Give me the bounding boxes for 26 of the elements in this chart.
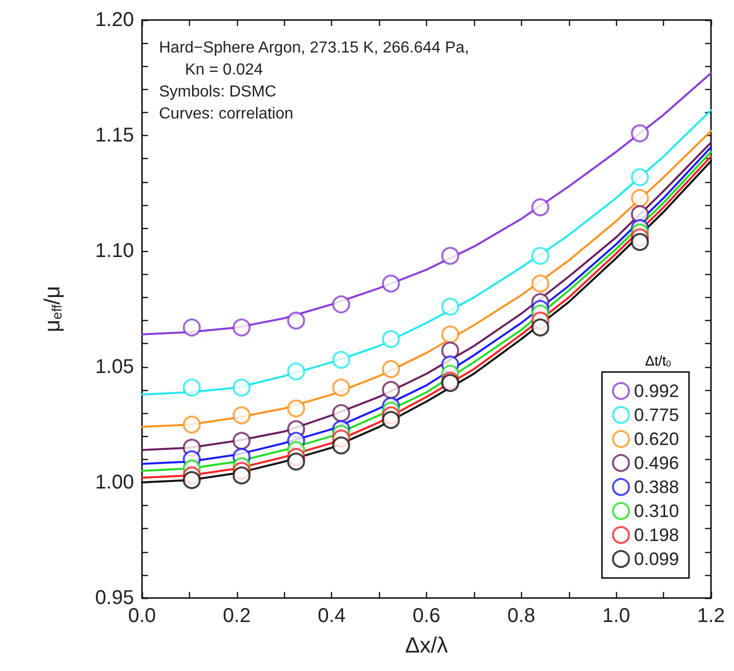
x-tick-label: 1.0 [602,605,630,627]
y-tick-label: 1.05 [95,356,134,378]
annotation: Curves: correlation [159,106,294,122]
legend-label: 0.198 [634,525,680,545]
y-tick-label: 1.10 [95,240,134,262]
legend-label: 0.388 [634,477,680,497]
x-tick-label: 1.2 [697,605,725,627]
legend-label: 0.992 [634,381,680,401]
legend-label: 0.775 [634,405,680,425]
legend-label: 0.099 [634,549,680,569]
y-tick-label: 1.20 [95,9,134,31]
x-axis-title: Δx/λ [405,632,448,658]
annotation: Hard−Sphere Argon, 273.15 K, 266.644 Pa, [159,40,470,56]
x-tick-label: 0.2 [222,605,251,627]
y-tick-label: 1.15 [95,124,134,147]
x-tick-label: 0.4 [318,605,346,627]
x-tick-label: 0.8 [507,605,536,627]
legend-label: 0.310 [634,501,680,521]
legend-label: 0.496 [634,453,680,473]
annotation: Kn = 0.024 [185,62,263,78]
y-tick-label: 1.00 [95,471,134,494]
annotation: Symbols: DSMC [159,84,276,100]
legend-label: 0.620 [634,429,680,449]
y-axis-title: μeff/μ [40,286,65,332]
legend-title: Δt/t0 [645,352,672,368]
x-tick-label: 0.6 [412,605,440,627]
